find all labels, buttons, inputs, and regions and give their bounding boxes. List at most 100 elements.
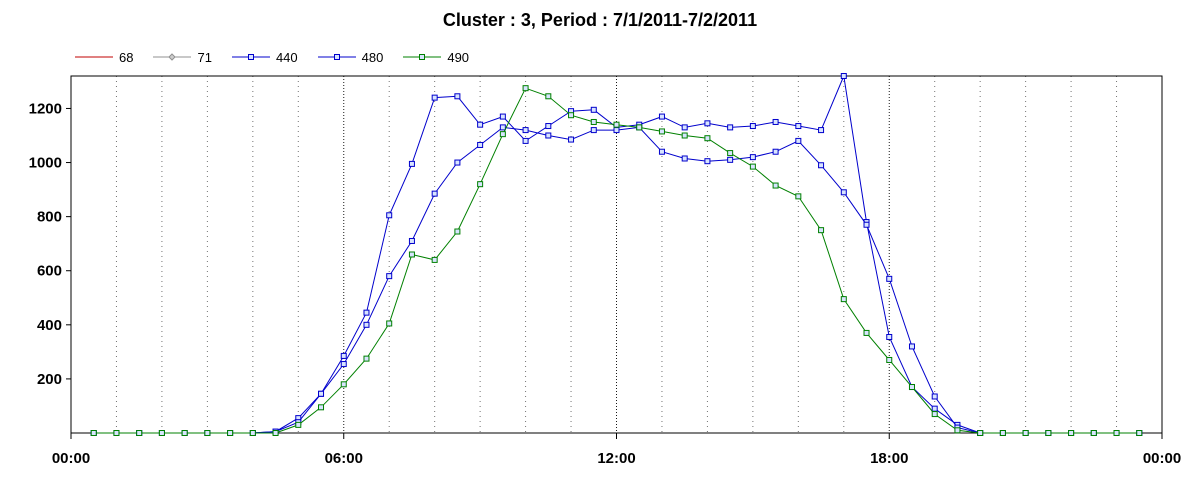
data-point [590,118,597,125]
data-point [886,333,893,340]
data-point [568,112,575,119]
data-point [340,352,347,359]
data-point [840,296,847,303]
data-point [704,135,711,142]
y-tick-label: 400 [37,317,62,334]
data-point [772,148,779,155]
y-tick-label: 1200 [29,100,62,117]
legend-swatch [75,56,113,58]
legend-swatch [317,54,356,60]
legend: 68 71 440 480 490 [75,47,489,67]
legend-label: 490 [447,49,470,65]
x-tick-label: 06:00 [325,450,363,467]
legend-label: 480 [361,49,384,65]
y-tick-label: 200 [37,371,62,388]
legend-item-480: 480 [317,49,384,65]
data-point [658,148,665,155]
data-point [545,123,552,130]
data-point [227,430,234,436]
data-point [840,73,847,79]
data-point [613,127,620,134]
data-point [727,124,734,131]
data-point [931,411,938,418]
data-point [840,189,847,196]
data-point [818,127,825,134]
data-point [181,430,188,436]
data-point [727,156,734,163]
data-point [363,321,370,328]
data-point [318,404,325,411]
data-point [749,154,756,161]
data-point [954,427,961,434]
data-point [499,124,506,131]
data-point [158,430,165,436]
data-point [454,93,461,100]
legend-swatch [231,54,270,60]
data-point [681,124,688,131]
data-point [1045,430,1052,436]
y-tick-label: 800 [37,209,62,226]
data-point [749,163,756,170]
legend-item-71: 71 [153,49,212,65]
data-point [408,251,415,258]
y-tick-label: 600 [37,263,62,280]
data-point [454,159,461,166]
data-point [340,381,347,388]
data-point [908,384,915,391]
data-point [749,123,756,130]
data-point [1022,430,1029,436]
data-point [363,355,370,362]
data-point [863,329,870,336]
legend-label: 440 [275,49,298,65]
data-point [499,131,506,138]
data-point [818,227,825,234]
data-point [704,120,711,127]
data-point [477,181,484,188]
data-point [704,158,711,165]
data-point [1090,430,1097,436]
data-point [272,430,279,436]
data-point [818,162,825,169]
data-point [522,85,529,92]
y-tick-label: 1000 [29,155,62,172]
data-point [477,141,484,148]
data-point [772,118,779,125]
data-point [999,430,1006,436]
x-tick-label: 00:00 [1143,450,1181,467]
data-point [931,405,938,412]
legend-item-440: 440 [231,49,298,65]
data-point [545,132,552,139]
legend-swatch [153,53,192,61]
data-point [1068,430,1075,436]
data-point [431,256,438,263]
legend-item-490: 490 [403,50,469,65]
x-tick-label: 18:00 [870,450,908,467]
legend-swatch [403,54,442,60]
data-point [590,127,597,134]
data-point [545,93,552,100]
data-point [908,343,915,350]
data-point [658,128,665,135]
data-point [772,182,779,189]
data-point [408,237,415,244]
data-point [886,356,893,363]
data-point [318,390,325,397]
data-point [90,430,97,436]
data-point [568,136,575,143]
data-point [113,430,120,436]
legend-label: 68 [119,49,134,65]
data-point [499,113,506,120]
data-point [795,123,802,130]
legend-label: 71 [197,49,212,65]
data-point [931,393,938,400]
data-point [681,132,688,139]
data-point [249,430,256,436]
data-point [386,212,393,219]
data-point [477,121,484,128]
data-point [363,309,370,316]
data-point [204,430,211,436]
data-point [681,155,688,162]
legend-item-68: 68 [75,50,133,65]
chart-title: Cluster : 3, Period : 7/1/2011-7/2/2011 [442,10,758,30]
